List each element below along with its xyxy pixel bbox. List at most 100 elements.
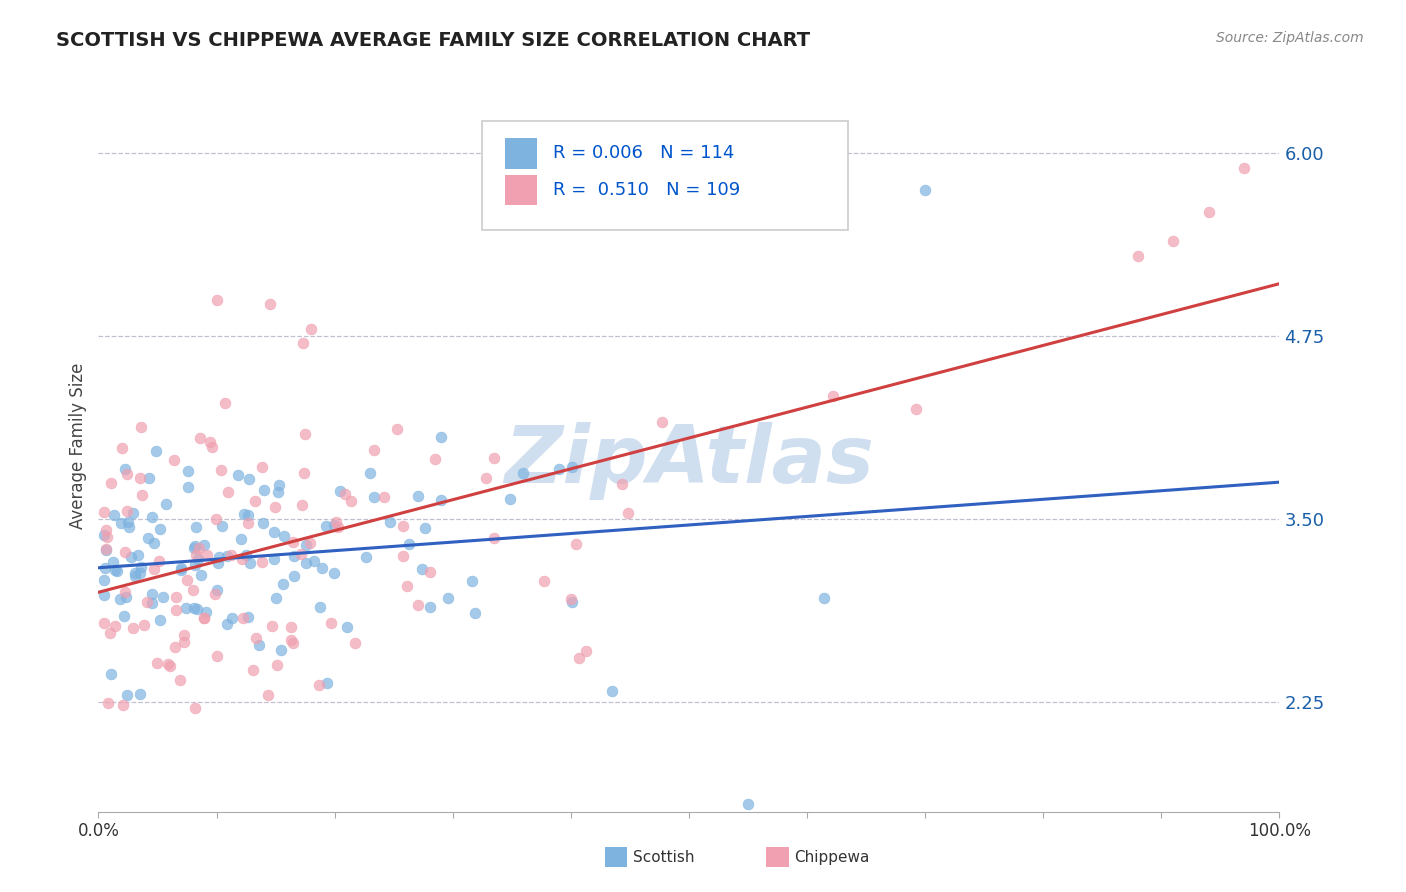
Point bbox=[101, 555, 124, 569]
Point bbox=[309, 599, 332, 614]
Point bbox=[187, 551, 209, 566]
Point bbox=[128, 566, 150, 580]
Point bbox=[264, 591, 287, 605]
Point bbox=[142, 562, 165, 576]
Point bbox=[560, 592, 582, 607]
Point bbox=[115, 689, 138, 703]
Point bbox=[273, 529, 295, 543]
Point bbox=[152, 590, 174, 604]
Point bbox=[229, 533, 252, 547]
Point bbox=[165, 603, 187, 617]
Point bbox=[159, 658, 181, 673]
Point bbox=[149, 522, 172, 536]
Point bbox=[217, 484, 239, 499]
Point bbox=[308, 678, 330, 692]
Point bbox=[1198, 205, 1220, 219]
Point bbox=[406, 598, 429, 612]
Point bbox=[97, 696, 120, 710]
Point bbox=[263, 552, 285, 566]
Point bbox=[411, 562, 433, 576]
Point bbox=[395, 579, 418, 593]
Point bbox=[245, 631, 267, 645]
Text: SCOTTISH VS CHIPPEWA AVERAGE FAMILY SIZE CORRELATION CHART: SCOTTISH VS CHIPPEWA AVERAGE FAMILY SIZE… bbox=[56, 31, 810, 50]
Point bbox=[184, 548, 207, 562]
Point bbox=[813, 591, 835, 606]
Point bbox=[294, 426, 316, 441]
Point bbox=[215, 617, 238, 632]
Point bbox=[173, 635, 195, 649]
Point bbox=[195, 606, 218, 620]
Point bbox=[128, 687, 150, 701]
Point bbox=[146, 656, 169, 670]
Point bbox=[93, 505, 115, 519]
Point bbox=[110, 592, 132, 607]
Point bbox=[239, 556, 262, 570]
Point bbox=[363, 490, 385, 504]
Point bbox=[193, 611, 215, 625]
FancyBboxPatch shape bbox=[482, 120, 848, 230]
Point bbox=[145, 444, 167, 458]
Point bbox=[281, 636, 304, 650]
Point bbox=[198, 434, 221, 449]
Point bbox=[323, 517, 346, 532]
Point bbox=[93, 560, 115, 574]
Point bbox=[419, 600, 441, 615]
Point bbox=[263, 500, 285, 514]
Point bbox=[163, 640, 186, 654]
Point bbox=[115, 590, 138, 604]
Point bbox=[135, 595, 157, 609]
Point bbox=[124, 566, 146, 580]
Point bbox=[221, 548, 243, 562]
Point bbox=[176, 573, 198, 587]
Point bbox=[207, 648, 229, 663]
Text: Chippewa: Chippewa bbox=[794, 850, 870, 864]
Point bbox=[280, 632, 302, 647]
Point bbox=[103, 563, 125, 577]
Point bbox=[385, 422, 408, 436]
Point bbox=[406, 489, 429, 503]
Point bbox=[115, 504, 138, 518]
Point bbox=[568, 650, 591, 665]
Point bbox=[235, 548, 257, 562]
Point bbox=[430, 493, 453, 508]
Point bbox=[114, 608, 136, 623]
Point bbox=[363, 442, 385, 457]
Point bbox=[186, 601, 208, 615]
Point bbox=[143, 536, 166, 550]
Point bbox=[173, 627, 195, 641]
Point bbox=[114, 461, 136, 475]
Point bbox=[335, 620, 357, 634]
Point bbox=[292, 466, 315, 480]
Point bbox=[141, 587, 163, 601]
Point bbox=[195, 548, 218, 562]
Point bbox=[252, 516, 274, 531]
Point bbox=[207, 556, 229, 570]
Point bbox=[205, 293, 228, 307]
Point bbox=[127, 548, 149, 562]
Point bbox=[169, 561, 191, 575]
Point bbox=[242, 663, 264, 677]
Point bbox=[208, 549, 231, 564]
Point bbox=[93, 589, 115, 603]
Point bbox=[484, 451, 506, 466]
Text: R =  0.510   N = 109: R = 0.510 N = 109 bbox=[553, 181, 741, 199]
Point bbox=[311, 561, 333, 575]
Point bbox=[124, 569, 146, 583]
Point bbox=[651, 415, 673, 429]
Point bbox=[100, 667, 122, 681]
Point bbox=[247, 638, 270, 652]
Point bbox=[905, 401, 928, 416]
Point bbox=[302, 554, 325, 568]
Point bbox=[121, 622, 143, 636]
Point bbox=[548, 462, 571, 476]
Point bbox=[252, 555, 274, 569]
Point bbox=[299, 322, 322, 336]
Point bbox=[413, 521, 436, 535]
Point bbox=[117, 515, 139, 529]
Point bbox=[114, 545, 136, 559]
Point bbox=[163, 452, 186, 467]
Point bbox=[266, 658, 288, 673]
Point bbox=[129, 559, 152, 574]
Point bbox=[100, 475, 122, 490]
Point bbox=[737, 797, 759, 812]
